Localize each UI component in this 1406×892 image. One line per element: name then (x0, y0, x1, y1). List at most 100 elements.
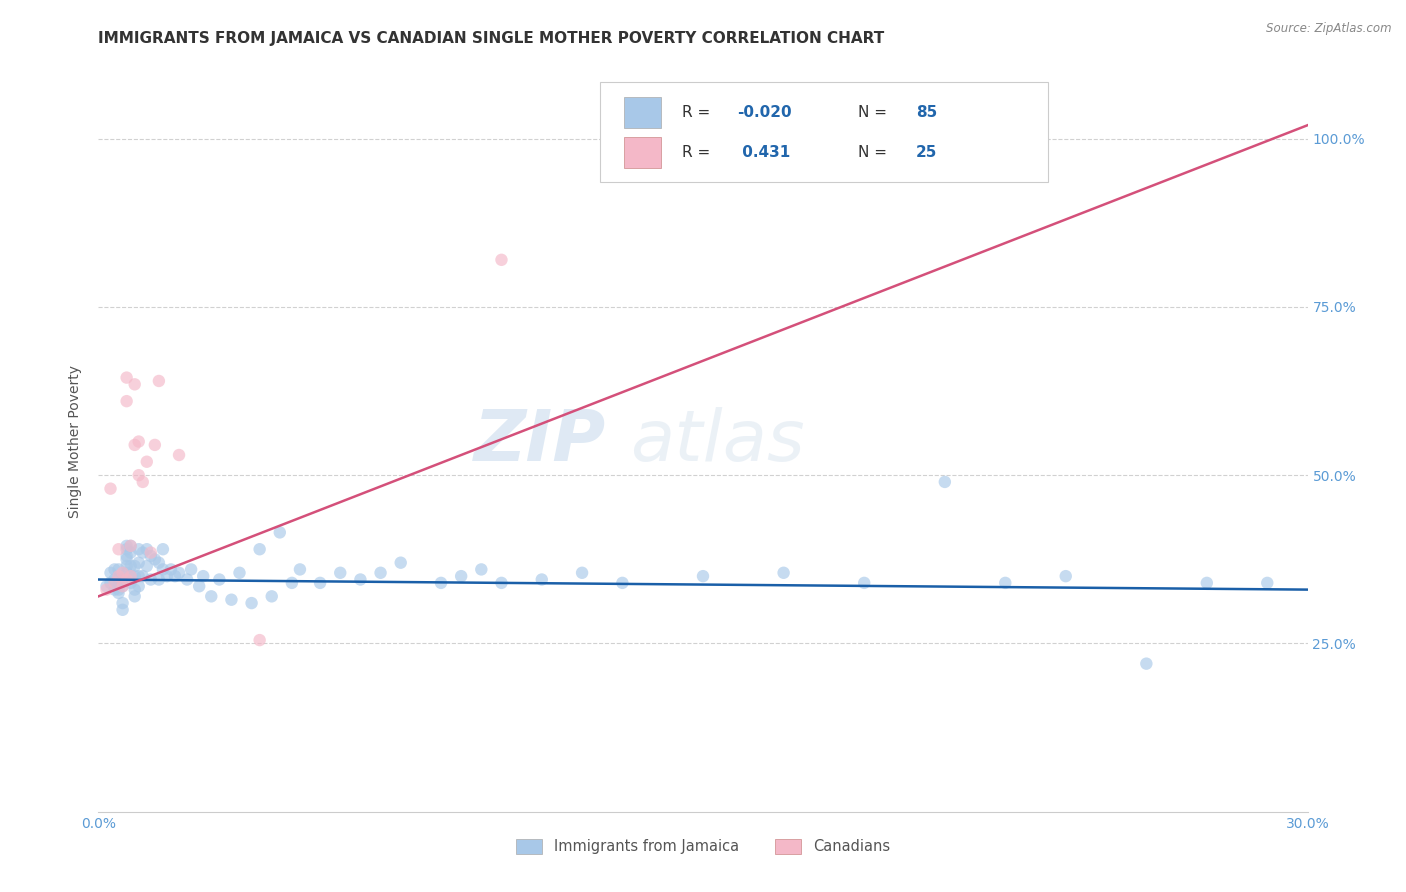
Point (107, 542, 129, 557)
Point (530, 573, 553, 587)
Point (128, 468, 150, 483)
Point (470, 562, 492, 576)
Point (120, 575, 142, 590)
Point (430, 575, 453, 590)
FancyBboxPatch shape (600, 82, 1047, 183)
Point (139, 549, 162, 563)
Point (228, 566, 250, 580)
Point (143, 552, 166, 566)
Point (100, 566, 122, 580)
Point (115, 552, 138, 566)
Point (152, 562, 174, 576)
Point (124, 590, 146, 604)
Text: N =: N = (858, 104, 891, 120)
Point (288, 562, 311, 576)
Point (107, 573, 129, 587)
Point (148, 556, 170, 570)
Point (329, 566, 352, 580)
Point (167, 566, 190, 580)
Point (160, 562, 183, 576)
Point (1256, 575, 1278, 590)
Text: ZIP: ZIP (474, 407, 606, 476)
Point (994, 575, 1017, 590)
Text: IMMIGRANTS FROM JAMAICA VS CANADIAN SINGLE MOTHER POVERTY CORRELATION CHART: IMMIGRANTS FROM JAMAICA VS CANADIAN SING… (98, 31, 884, 46)
Point (107, 586, 129, 600)
Point (120, 539, 142, 553)
Point (115, 539, 138, 553)
Point (124, 559, 146, 574)
Point (772, 148, 794, 162)
Point (853, 575, 876, 590)
Point (128, 569, 150, 583)
Point (571, 566, 593, 580)
Point (389, 556, 412, 570)
Point (200, 590, 222, 604)
Y-axis label: Single Mother Poverty: Single Mother Poverty (69, 365, 83, 518)
Point (135, 542, 157, 557)
Point (103, 562, 125, 576)
Point (370, 566, 392, 580)
Point (107, 575, 129, 590)
Point (132, 546, 155, 560)
Point (450, 569, 472, 583)
Text: 85: 85 (915, 104, 936, 120)
Text: 25: 25 (915, 145, 938, 161)
Point (934, 475, 956, 489)
Point (167, 448, 190, 462)
Point (269, 525, 291, 540)
Point (193, 569, 215, 583)
Point (612, 575, 634, 590)
Text: N =: N = (858, 145, 891, 161)
Point (491, 252, 513, 267)
Point (128, 542, 150, 557)
Point (100, 575, 122, 590)
Point (111, 579, 134, 593)
Legend: Immigrants from Jamaica, Canadians: Immigrants from Jamaica, Canadians (510, 833, 896, 860)
Point (115, 549, 138, 563)
Point (120, 569, 142, 583)
Point (124, 438, 146, 452)
Point (107, 569, 129, 583)
Text: 0.431: 0.431 (737, 145, 790, 161)
Point (115, 573, 138, 587)
Point (249, 633, 271, 648)
Point (349, 573, 371, 587)
Point (1195, 575, 1218, 590)
Point (176, 573, 198, 587)
Point (309, 575, 332, 590)
Point (111, 596, 134, 610)
Point (120, 546, 142, 560)
Point (148, 573, 170, 587)
Point (692, 569, 714, 583)
Point (132, 569, 155, 583)
Point (139, 573, 162, 587)
Text: R =: R = (682, 145, 716, 161)
Point (249, 542, 271, 557)
Text: Source: ZipAtlas.com: Source: ZipAtlas.com (1267, 22, 1392, 36)
Text: -0.020: -0.020 (737, 104, 792, 120)
Point (111, 569, 134, 583)
Point (96, 579, 118, 593)
Point (111, 603, 134, 617)
Point (115, 542, 138, 557)
Point (120, 569, 142, 583)
Point (96, 582, 118, 597)
Point (115, 394, 138, 409)
Point (115, 559, 138, 574)
Point (128, 579, 150, 593)
Point (124, 582, 146, 597)
Point (156, 569, 179, 583)
Point (103, 582, 125, 597)
Point (180, 562, 202, 576)
Point (132, 475, 155, 489)
Point (111, 573, 134, 587)
Point (115, 566, 138, 580)
Point (152, 542, 174, 557)
Point (139, 546, 162, 560)
Point (124, 377, 146, 392)
Point (260, 590, 283, 604)
Point (188, 579, 211, 593)
Point (135, 455, 157, 469)
Point (120, 539, 142, 553)
Point (1135, 657, 1157, 671)
